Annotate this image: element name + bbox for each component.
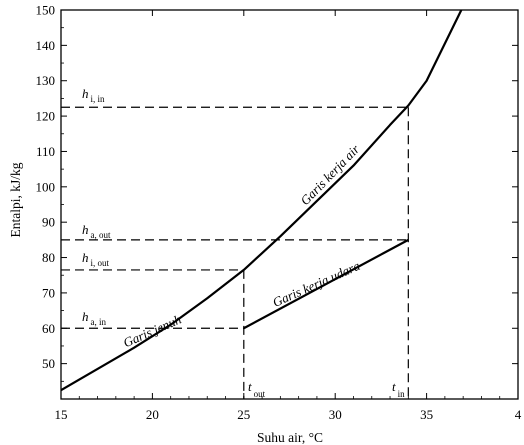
y-tick-label: 80 — [42, 250, 55, 265]
y-tick-label: 120 — [36, 109, 56, 124]
water-operating-line-label: Garis kerja air — [297, 141, 363, 208]
y-tick-label: 50 — [42, 356, 55, 371]
y-axis-title: Entalpi, kJ/kg — [8, 162, 23, 237]
y-tick-label: 140 — [36, 38, 56, 53]
annotation-h-i-out: h i, out — [82, 250, 110, 268]
annotation-t-out: t out — [248, 379, 266, 399]
y-tick-label: 130 — [36, 73, 56, 88]
annotation-t-in: t in — [392, 379, 405, 399]
annotation-h-a-in: h a, in — [82, 309, 106, 327]
annotation-h-i-in: h i, in — [82, 86, 105, 104]
y-tick-label: 90 — [42, 215, 55, 230]
annotation-h-a-out: h a, out — [82, 222, 111, 240]
y-tick-label: 70 — [42, 285, 55, 300]
x-tick-label: 30 — [329, 407, 342, 422]
x-tick-label: 25 — [237, 407, 250, 422]
x-tick-label: 4 — [515, 407, 522, 422]
y-tick-label: 150 — [36, 3, 56, 18]
air-operating-line-label: Garis kerja udara — [270, 258, 362, 310]
saturation-curve-label: Garis jenuh — [121, 311, 184, 350]
y-tick-label: 110 — [36, 144, 55, 159]
x-tick-label: 15 — [55, 407, 68, 422]
x-axis-title: Suhu air, °C — [257, 430, 323, 445]
y-tick-label: 100 — [36, 179, 56, 194]
x-tick-label: 20 — [146, 407, 159, 422]
saturation-curve — [60, 9, 463, 392]
x-tick-label: 35 — [420, 407, 433, 422]
y-tick-label: 60 — [42, 321, 55, 336]
air-operating-line — [243, 238, 409, 330]
